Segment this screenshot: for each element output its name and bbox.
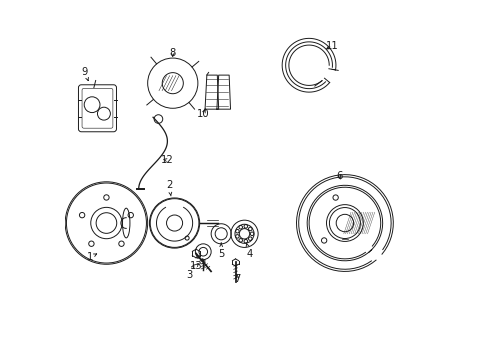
Text: 3: 3: [185, 265, 194, 280]
Text: 4: 4: [245, 243, 252, 258]
Text: 2: 2: [165, 180, 172, 196]
Text: 10: 10: [197, 109, 209, 119]
Text: 9: 9: [81, 67, 88, 81]
Text: 7: 7: [234, 274, 240, 284]
Text: 13: 13: [189, 261, 202, 271]
Text: 5: 5: [218, 243, 224, 258]
Text: 11: 11: [325, 41, 338, 50]
Text: 1: 1: [87, 252, 97, 262]
Text: 12: 12: [161, 155, 173, 165]
Text: 6: 6: [336, 171, 342, 181]
Text: 8: 8: [169, 48, 176, 58]
